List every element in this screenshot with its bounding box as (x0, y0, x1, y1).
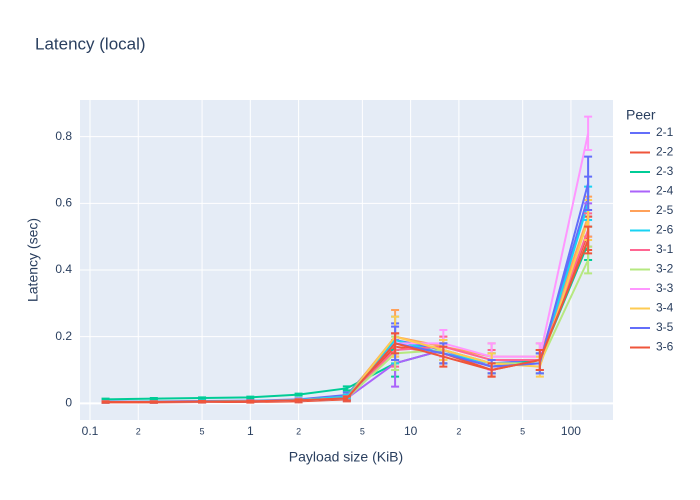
legend-label: 3-6 (656, 340, 674, 354)
legend-label: 2-2 (656, 145, 674, 159)
y-tick-label: 0 (65, 396, 72, 410)
x-tick-label: 1 (247, 424, 254, 438)
error-bar (101, 397, 110, 401)
error-bar (246, 395, 255, 399)
legend-label: 3-4 (656, 301, 674, 315)
x-tick-label: 5 (360, 426, 365, 436)
error-bar (198, 400, 207, 404)
plot-area (80, 100, 613, 420)
x-tick-label: 100 (561, 424, 581, 438)
x-tick-label: 2 (296, 426, 301, 436)
error-bar (246, 399, 255, 403)
y-tick-label: 0.2 (55, 329, 72, 343)
error-bar (149, 400, 158, 404)
error-bar (198, 396, 207, 400)
legend-title: Peer (626, 107, 656, 123)
error-bar (584, 225, 593, 255)
legend-label: 2-1 (656, 125, 674, 139)
error-bar (101, 400, 110, 404)
chart-title: Latency (local) (35, 34, 146, 53)
x-tick-label: 10 (404, 424, 418, 438)
legend-label: 2-5 (656, 203, 674, 217)
x-tick-label: 0.1 (82, 424, 99, 438)
y-tick-label: 0.8 (55, 129, 72, 143)
error-bar (294, 392, 303, 397)
error-bar (294, 398, 303, 403)
x-tick-label: 2 (136, 426, 141, 436)
x-tick-label: 2 (456, 426, 461, 436)
legend-label: 3-3 (656, 281, 674, 295)
error-bar (487, 362, 496, 378)
legend-label: 3-1 (656, 242, 674, 256)
error-bar (535, 349, 544, 371)
error-bar (439, 345, 448, 368)
x-axis-title: Payload size (KiB) (289, 449, 403, 465)
legend-label: 2-3 (656, 164, 674, 178)
x-tick-label: 5 (520, 426, 525, 436)
legend-label: 3-2 (656, 262, 674, 276)
error-bar (342, 385, 351, 392)
y-axis-title: Latency (sec) (25, 218, 41, 302)
error-bar (584, 155, 593, 211)
y-tick-label: 0.4 (55, 262, 72, 276)
legend-label: 3-5 (656, 320, 674, 334)
y-tick-label: 0.6 (55, 196, 72, 210)
x-tick-label: 5 (200, 426, 205, 436)
legend-label: 2-4 (656, 184, 674, 198)
error-bar (149, 397, 158, 401)
error-bar (342, 395, 351, 402)
legend-label: 2-6 (656, 223, 674, 237)
error-bar (584, 115, 593, 151)
error-bar (391, 332, 400, 355)
